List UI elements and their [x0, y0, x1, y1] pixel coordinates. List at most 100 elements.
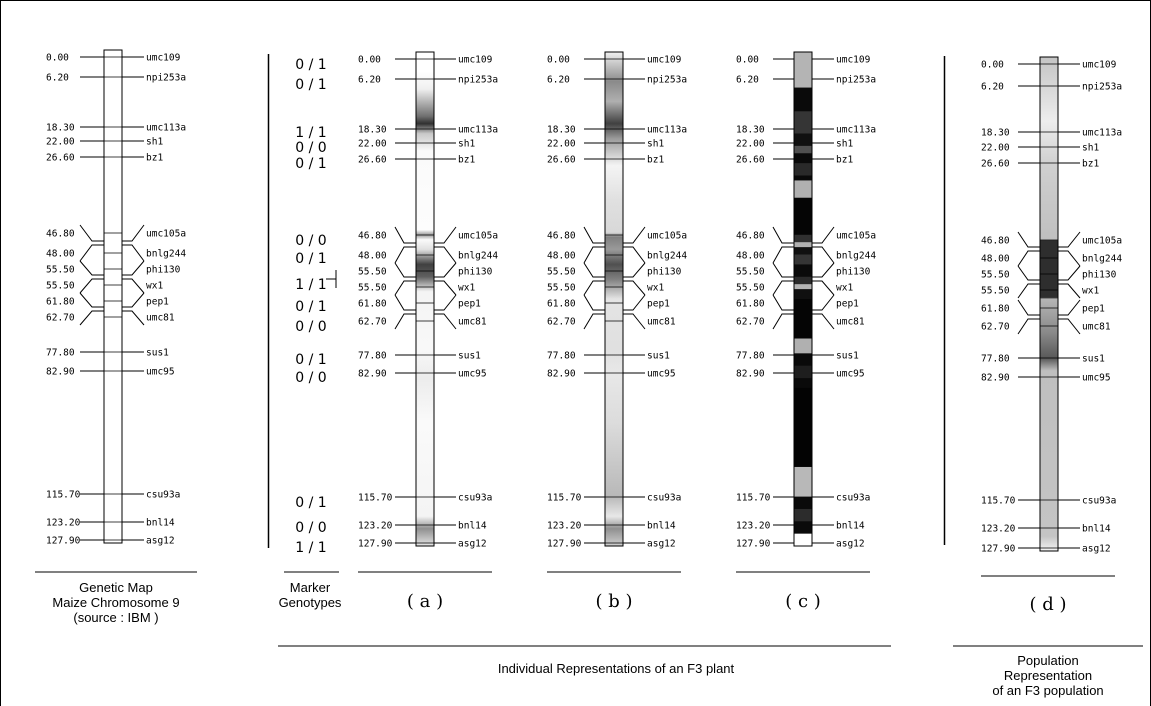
- chromosome-segment: [794, 378, 812, 389]
- marker-name: asg12: [146, 536, 175, 547]
- position-label: 22.00: [547, 139, 576, 150]
- position-label: 48.00: [981, 254, 1010, 265]
- marker-name: bz1: [146, 153, 163, 164]
- position-label: 123.20: [46, 518, 81, 529]
- marker-name: phi130: [458, 267, 493, 278]
- position-label: 123.20: [736, 521, 771, 532]
- position-label: 22.00: [981, 143, 1010, 154]
- position-label: 77.80: [981, 354, 1010, 365]
- right-leader-line: [812, 313, 835, 330]
- position-label: 0.00: [358, 55, 381, 66]
- position-label: 18.30: [46, 123, 75, 134]
- right-leader-line: [623, 246, 646, 264]
- position-label: 55.50: [736, 283, 765, 294]
- marker-name: umc81: [146, 313, 175, 324]
- right-leader-line: [1058, 318, 1081, 335]
- position-label: 55.50: [547, 267, 576, 278]
- right-leader-line: [812, 280, 835, 296]
- marker-name: umc95: [146, 367, 175, 378]
- position-label: 82.90: [46, 367, 75, 378]
- chromosome-segment: [794, 153, 812, 164]
- position-label: 18.30: [981, 128, 1010, 139]
- chromosome-segment: [794, 197, 812, 236]
- marker-name: umc109: [836, 55, 871, 66]
- genotype-value: 0 / 1: [295, 156, 326, 172]
- position-label: 77.80: [46, 348, 75, 359]
- panel-a-column: 0.00 umc109 6.20 npi253a 18.30 umc113a 22.00 sh…: [358, 51, 498, 550]
- position-label: 55.50: [736, 267, 765, 278]
- genotype-value: 0 / 0: [295, 233, 326, 249]
- marker-name: sh1: [458, 139, 475, 150]
- position-label: 22.00: [736, 139, 765, 150]
- chromosome-segment: [794, 521, 812, 535]
- chromosome-segment: [794, 466, 812, 497]
- population-caption-line2: Representation: [1004, 668, 1092, 683]
- position-label: 22.00: [46, 137, 75, 148]
- marker-name: bnl14: [1082, 524, 1111, 535]
- chromosome-segment: [794, 52, 812, 88]
- marker-name: bnlg244: [146, 249, 186, 260]
- left-leader-line: [583, 246, 605, 264]
- genotype-value: 0 / 1: [295, 57, 326, 73]
- marker-name: asg12: [647, 539, 676, 550]
- left-leader-line: [772, 313, 794, 330]
- left-leader-line: [583, 262, 605, 278]
- panel-c-label: ( c ): [785, 591, 821, 612]
- position-label: 0.00: [736, 55, 759, 66]
- left-leader-line: [79, 292, 104, 308]
- position-label: 115.70: [547, 493, 582, 504]
- position-label: 127.90: [736, 539, 771, 550]
- right-leader-line: [122, 244, 145, 262]
- marker-name: bz1: [458, 155, 475, 166]
- marker-name: pep1: [647, 299, 670, 310]
- position-label: 115.70: [358, 493, 393, 504]
- position-label: 26.60: [547, 155, 576, 166]
- right-leader-line: [122, 224, 145, 242]
- marker-name: sus1: [1082, 354, 1105, 365]
- marker-name: umc95: [647, 369, 676, 380]
- position-label: 6.20: [358, 75, 381, 86]
- left-leader-line: [1017, 283, 1040, 299]
- marker-name: umc105a: [647, 231, 687, 242]
- marker-name: bnlg244: [647, 251, 687, 262]
- right-leader-line: [122, 260, 145, 276]
- marker-name: umc95: [1082, 373, 1111, 384]
- marker-name: pep1: [1082, 304, 1105, 315]
- left-leader-line: [394, 280, 416, 296]
- marker-name: umc95: [458, 369, 487, 380]
- marker-genotypes-column: 0 / 10 / 11 / 10 / 00 / 10 / 00 / 11 / 1…: [267, 54, 337, 556]
- marker-name: csu93a: [146, 490, 180, 501]
- marker-name: phi130: [146, 265, 181, 276]
- chromosome-segment: [794, 247, 812, 255]
- marker-name: csu93a: [1082, 496, 1116, 507]
- left-leader-line: [772, 294, 794, 311]
- marker-name: umc81: [1082, 322, 1111, 333]
- position-label: 77.80: [547, 351, 576, 362]
- chromosome-bar-outline: [793, 51, 813, 547]
- marker-name: umc113a: [146, 123, 186, 134]
- left-leader-line: [79, 224, 104, 242]
- position-label: 6.20: [46, 73, 69, 84]
- left-leader-line: [772, 262, 794, 278]
- position-label: 55.50: [46, 265, 75, 276]
- marker-name: sus1: [647, 351, 670, 362]
- marker-name: umc109: [647, 55, 682, 66]
- genotype-value: 1 / 1: [295, 277, 326, 293]
- panel-b-column: 0.00 umc109 6.20 npi253a 18.30 umc113a 22.00 sh…: [547, 51, 687, 550]
- left-leader-line: [772, 246, 794, 264]
- position-label: 48.00: [736, 251, 765, 262]
- right-leader-line: [434, 246, 457, 264]
- left-leader-line: [394, 294, 416, 311]
- chromosome-segment: [794, 289, 812, 300]
- position-label: 62.70: [46, 313, 75, 324]
- left-leader-line: [394, 246, 416, 264]
- left-leader-line: [583, 294, 605, 311]
- marker-name: umc109: [458, 55, 493, 66]
- right-leader-line: [1058, 231, 1081, 248]
- position-label: 77.80: [736, 351, 765, 362]
- position-label: 18.30: [736, 125, 765, 136]
- chromosome-bar: [1039, 56, 1059, 552]
- chromosome-bar: [415, 51, 435, 547]
- marker-name: csu93a: [458, 493, 492, 504]
- genetic-map-caption-line2: Maize Chromosome 9: [52, 595, 179, 610]
